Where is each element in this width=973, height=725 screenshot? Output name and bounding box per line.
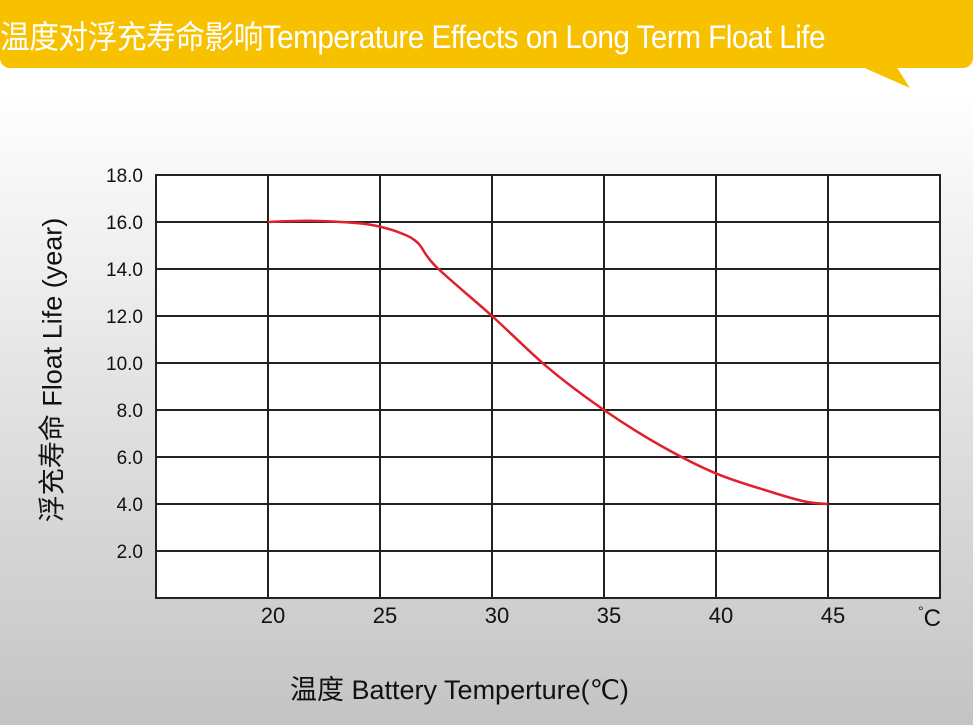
y-tick-label: 6.0 — [117, 448, 143, 469]
float-life-curve — [267, 219, 829, 506]
title-banner — [0, 0, 973, 68]
plot-area — [155, 174, 941, 599]
banner-tail — [860, 66, 910, 88]
y-tick-label: 16.0 — [106, 213, 143, 234]
y-tick-label: 18.0 — [106, 166, 143, 187]
x-tick-label: 30 — [485, 603, 509, 628]
y-tick-label: 8.0 — [117, 401, 143, 422]
x-tick-label: 20 — [261, 603, 285, 628]
y-tick-label: 4.0 — [117, 495, 143, 516]
y-axis-label: 浮充寿命 Float Life (year) — [37, 217, 68, 523]
x-unit-label: °C — [918, 603, 941, 632]
x-tick-label: 35 — [597, 603, 621, 628]
y-tick-label: 14.0 — [106, 260, 143, 281]
x-tick-label: 25 — [373, 603, 397, 628]
y-tick-label: 2.0 — [117, 542, 143, 563]
chart-title: 温度对浮充寿命影响Temperature Effects on Long Ter… — [0, 19, 826, 55]
x-tick-label: 40 — [709, 603, 733, 628]
y-tick-label: 10.0 — [106, 354, 143, 375]
x-axis-label: 温度 Battery Temperture(℃) — [290, 675, 629, 705]
x-tick-label: 45 — [821, 603, 845, 628]
y-tick-label: 12.0 — [106, 307, 143, 328]
